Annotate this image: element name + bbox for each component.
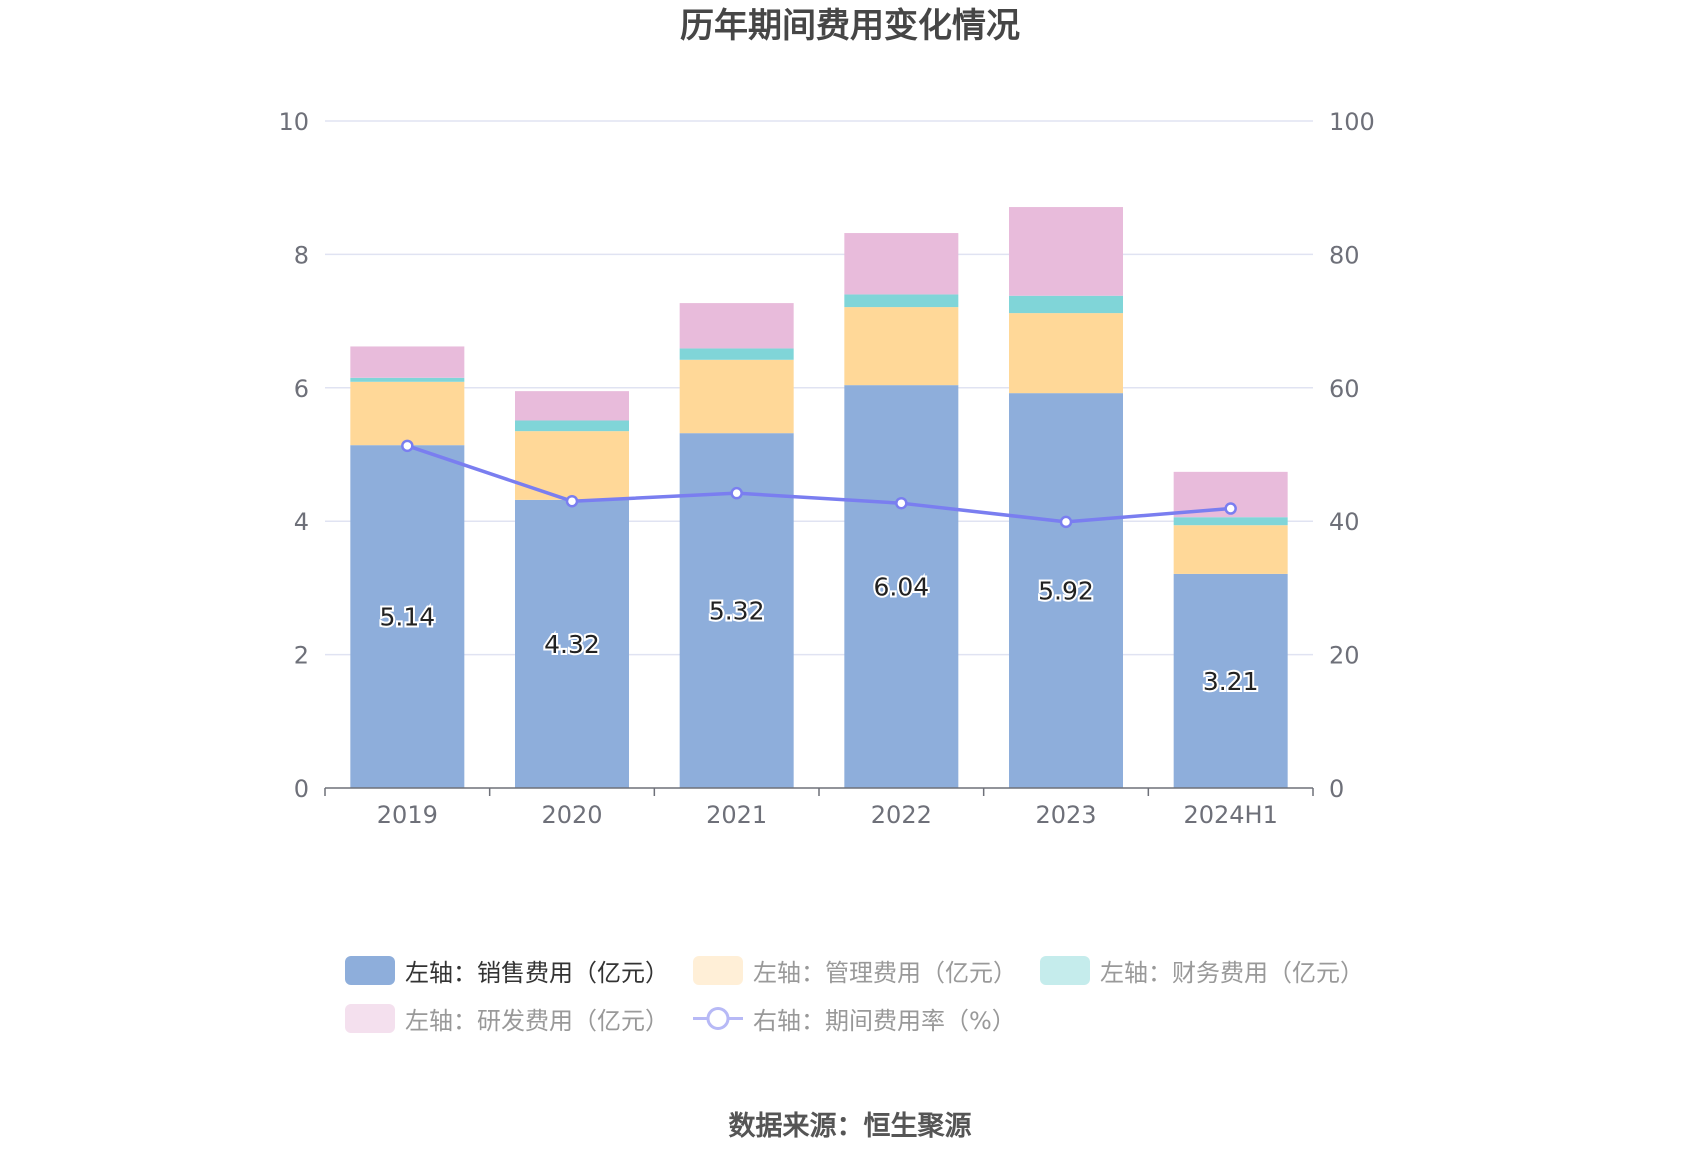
bar-sales-2022 [844, 385, 959, 788]
bar-value-label: 5.92 [1038, 577, 1094, 606]
y-right-tick-label: 60 [1329, 375, 1360, 403]
x-tick-label: 2022 [871, 801, 932, 829]
bar-finance-2021 [679, 348, 794, 360]
expense-rate-line [406, 444, 1231, 524]
bar-sales-2019 [350, 445, 465, 788]
bar-admin-2023 [1009, 313, 1123, 394]
legend-line-marker-icon [693, 1006, 743, 1030]
bar-finance-2023 [1009, 295, 1123, 314]
bar-rd-2019 [350, 346, 465, 378]
y-left-tick-label: 6 [294, 375, 309, 403]
bar-rd-2020 [515, 391, 629, 421]
legend-swatch-sales [345, 955, 395, 985]
bar-finance-2020 [515, 420, 629, 432]
legend-item-rd[interactable]: 左轴：研发费用（亿元） [345, 1000, 669, 1036]
legend-swatch-admin [693, 955, 743, 985]
y-right-tick-label: 100 [1329, 108, 1375, 136]
x-tick-label: 2021 [706, 801, 767, 829]
y-right-tick-label: 20 [1329, 642, 1360, 670]
y-left-tick-label: 4 [294, 508, 309, 536]
bar-sales-2020 [515, 499, 629, 788]
legend-swatch-rd [345, 1003, 395, 1033]
expense-rate-point [1224, 502, 1237, 515]
x-tick-label: 2024H1 [1183, 801, 1277, 829]
bar-finance-2024H1 [1173, 517, 1288, 526]
legend-item-finance[interactable]: 左轴：财务费用（亿元） [1040, 952, 1364, 988]
expense-rate-point [1059, 515, 1073, 529]
bar-admin-2019 [350, 381, 465, 446]
x-tick-label: 2019 [377, 801, 438, 829]
expense-rate-point [895, 496, 908, 510]
expense-rate-point [401, 439, 414, 453]
x-tick-label: 2023 [1035, 801, 1096, 829]
bar-value-label: 3.21 [1203, 667, 1259, 696]
y-right-tick-label: 40 [1329, 508, 1360, 536]
legend-label-finance: 左轴：财务费用（亿元） [1100, 958, 1364, 987]
y-left-tick-label: 2 [294, 642, 309, 670]
bar-sales-2023 [1009, 393, 1123, 788]
legend-label-sales: 左轴：销售费用（亿元） [405, 958, 669, 987]
bar-admin-2021 [679, 359, 794, 434]
bar-value-label: 4.32 [544, 630, 600, 659]
data-source: 数据来源：恒生聚源 [728, 1111, 972, 1142]
y-left-tick-label: 8 [294, 241, 309, 269]
legend-item-sales[interactable]: 左轴：销售费用（亿元） [345, 952, 669, 988]
bar-admin-2022 [844, 307, 959, 386]
x-tick-label: 2020 [541, 801, 602, 829]
chart-title: 历年期间费用变化情况 [680, 6, 1020, 46]
y-left-tick-label: 0 [294, 775, 309, 803]
legend-swatch-finance [1040, 955, 1090, 985]
y-right-tick-label: 0 [1329, 775, 1344, 803]
bar-admin-2024H1 [1173, 525, 1288, 574]
bar-rd-2023 [1009, 207, 1123, 296]
bar-rd-2022 [844, 233, 959, 295]
bar-rd-2021 [679, 303, 794, 349]
legend-label-rd: 左轴：研发费用（亿元） [405, 1006, 669, 1035]
bar-value-label: 5.14 [379, 603, 435, 632]
legend-item-admin[interactable]: 左轴：管理费用（亿元） [693, 952, 1017, 988]
expense-rate-point [565, 494, 579, 508]
y-left-tick-label: 10 [278, 108, 309, 136]
legend-label-admin: 左轴：管理费用（亿元） [753, 958, 1017, 987]
bar-finance-2022 [844, 294, 959, 308]
y-right-tick-label: 80 [1329, 241, 1360, 269]
bar-value-label: 6.04 [873, 573, 929, 602]
bar-sales-2024H1 [1173, 573, 1288, 788]
legend-item-expense-rate[interactable]: 右轴：期间费用率（%） [693, 1000, 1016, 1036]
legend-label-expense-rate: 右轴：期间费用率（%） [753, 1006, 1016, 1035]
bar-value-label: 5.32 [709, 597, 765, 626]
bar-finance-2019 [350, 377, 465, 382]
expense-rate-point [730, 486, 743, 500]
